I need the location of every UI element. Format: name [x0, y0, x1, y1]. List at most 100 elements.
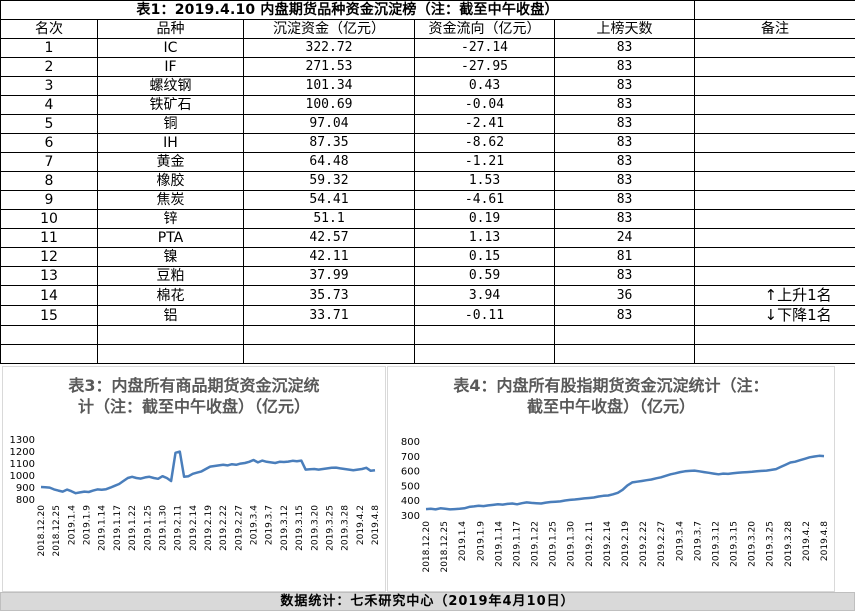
amount-cell: 51.1: [243, 209, 415, 229]
amount-cell: 42.11: [243, 247, 415, 267]
table-row: 11 PTA 42.57 1.13 24: [0, 228, 855, 248]
days-cell: 83: [553, 114, 696, 134]
table-row: 14 棉花 35.73 3.94 36 ↑上升1名: [0, 285, 855, 306]
commodity-chart-title-line2: 计（注：截至中午收盘）（亿元）: [77, 397, 310, 416]
empty-cell: [243, 344, 415, 364]
note-text: 下降1名: [777, 306, 832, 325]
days-cell: 83: [553, 38, 696, 58]
note-cell: ↑上升1名: [694, 285, 855, 306]
x-tick-label: 2019.3.7: [693, 521, 703, 561]
empty-cell: [97, 325, 244, 345]
note-cell: [694, 247, 855, 267]
rank-cell: 9: [0, 190, 98, 210]
x-tick-label: 2019.2.27: [234, 505, 244, 551]
rank-cell: 11: [0, 228, 98, 248]
amount-cell: 97.04: [243, 114, 415, 134]
y-tick-label: 1200: [10, 447, 35, 458]
table-row: 8 橡胶 59.32 1.53 83: [0, 171, 855, 191]
x-tick-label: 2019.1.4: [67, 505, 77, 545]
empty-cell: [553, 344, 696, 364]
flow-cell: 1.13: [414, 228, 555, 248]
note-cell: ↓下降1名: [694, 305, 855, 326]
rank-cell: 3: [0, 76, 98, 96]
x-tick-label: 2019.3.25: [325, 505, 335, 551]
table-row: 9 焦炭 54.41 -4.61 83: [0, 190, 855, 210]
x-tick-label: 2019.2.11: [585, 521, 595, 567]
rank-cell: 12: [0, 247, 98, 267]
empty-cell: [414, 344, 555, 364]
x-tick-label: 2019.2.14: [603, 521, 613, 567]
x-tick-label: 2019.1.9: [83, 505, 93, 545]
table-row: 4 铁矿石 100.69 -0.04 83: [0, 95, 855, 115]
rank-cell: 4: [0, 95, 98, 115]
x-tick-label: 2019.3.20: [748, 521, 758, 567]
name-cell: 螺纹钢: [97, 76, 244, 96]
rank-cell: 8: [0, 171, 98, 191]
note-cell: [694, 95, 855, 115]
arrow-down-icon: ↓: [764, 306, 778, 325]
y-tick-label: 1300: [10, 435, 35, 446]
rank-cell: 14: [0, 285, 98, 306]
name-cell: 棉花: [97, 285, 244, 306]
empty-row: [0, 344, 855, 364]
note-cell: [694, 133, 855, 153]
note-cell: [694, 114, 855, 134]
table-row: 7 黄金 64.48 -1.21 83: [0, 152, 855, 172]
flow-cell: 0.19: [414, 209, 555, 229]
rank-cell: 13: [0, 266, 98, 286]
amount-cell: 271.53: [243, 57, 415, 77]
header-flow: 资金流向（亿元）: [414, 19, 555, 39]
note-cell: [694, 171, 855, 191]
flow-cell: -0.11: [414, 305, 555, 326]
note-cell: [694, 57, 855, 77]
x-tick-label: 2019.2.27: [657, 521, 667, 567]
days-cell: 36: [553, 285, 696, 306]
flow-cell: -8.62: [414, 133, 555, 153]
header-amount: 沉淀资金（亿元）: [243, 19, 415, 39]
header-rank: 名次: [0, 19, 98, 39]
x-tick-label: 2019.2.11: [174, 505, 184, 551]
title-blank-cell: [694, 0, 855, 20]
x-tick-label: 2019.1.17: [512, 521, 522, 567]
rank-table: 表1：2019.4.10 内盘期货品种资金沉淀榜（注：截至中午收盘） 名次 品种…: [0, 0, 855, 364]
x-tick-label: 2018.12.25: [440, 521, 450, 573]
days-cell: 81: [553, 247, 696, 267]
days-cell: 83: [553, 305, 696, 326]
x-tick-label: 2019.2.14: [189, 505, 199, 551]
amount-cell: 87.35: [243, 133, 415, 153]
flow-cell: 0.43: [414, 76, 555, 96]
table-row: 15 铝 33.71 -0.11 83 ↓下降1名: [0, 305, 855, 326]
x-tick-label: 2019.1.22: [128, 505, 138, 551]
x-tick-label: 2019.3.12: [280, 505, 290, 551]
commodity-chart-title-line1: 表3：内盘所有商品期货资金沉淀统: [68, 376, 320, 395]
amount-cell: 37.99: [243, 266, 415, 286]
amount-cell: 35.73: [243, 285, 415, 306]
note-cell: [694, 209, 855, 229]
flow-cell: 3.94: [414, 285, 555, 306]
y-tick-label: 400: [401, 496, 420, 507]
x-tick-label: 2019.2.19: [204, 505, 214, 551]
x-tick-label: 2019.4.8: [820, 521, 830, 561]
commodity-chart-panel: 表3：内盘所有商品期货资金沉淀统 计（注：截至中午收盘）（亿元） 800 900 1…: [2, 366, 386, 592]
flow-cell: -4.61: [414, 190, 555, 210]
empty-cell: [97, 344, 244, 364]
rank-cell: 15: [0, 305, 98, 326]
name-cell: IF: [97, 57, 244, 77]
y-tick-label: 500: [401, 481, 420, 492]
amount-cell: 64.48: [243, 152, 415, 172]
x-tick-label: 2019.3.28: [784, 521, 794, 567]
series-line: [425, 454, 825, 511]
note-cell: [694, 190, 855, 210]
note-cell: [694, 228, 855, 248]
amount-cell: 101.34: [243, 76, 415, 96]
note-cell: [694, 76, 855, 96]
x-tick-label: 2019.3.4: [675, 521, 685, 561]
table-row: 2 IF 271.53 -27.95 83: [0, 57, 855, 77]
x-tick-label: 2019.1.17: [113, 505, 123, 551]
x-tick-label: 2018.12.20: [37, 505, 47, 557]
flow-cell: 1.53: [414, 171, 555, 191]
index-chart-panel: 表4：内盘所有股指期货资金沉淀统计（注： 截至中午收盘）（亿元） 300 400 5…: [387, 366, 835, 592]
note-text: 上升1名: [777, 286, 832, 305]
note-cell: [694, 152, 855, 172]
